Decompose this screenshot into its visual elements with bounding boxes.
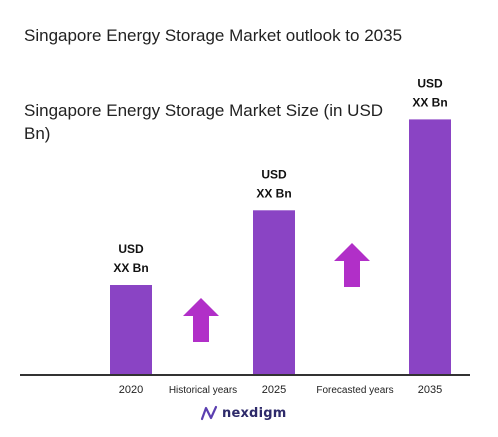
forecast-growth-arrow-icon — [334, 243, 370, 287]
nexdigm-logo: nexdigm — [200, 402, 286, 424]
period-label-forecasted: Forecasted years — [316, 385, 393, 396]
historical-growth-arrow-icon — [183, 298, 219, 342]
data-label-2020: USD XX Bn — [113, 242, 148, 275]
period-label-historical: Historical years — [169, 385, 237, 396]
logo-text: nexdigm — [222, 405, 287, 421]
nexdigm-logo-icon — [200, 405, 218, 421]
bar-2025 — [253, 210, 295, 375]
x-tick-label-2020: 2020 — [119, 384, 143, 396]
bar-2035 — [409, 119, 451, 376]
page-title: Singapore Energy Storage Market outlook … — [24, 26, 403, 45]
data-label-2025: USD XX Bn — [256, 167, 291, 200]
x-tick-label-2035: 2035 — [418, 384, 442, 396]
chart-title: Singapore Energy Storage Market Size (in… — [24, 101, 384, 143]
data-label-2035: USD XX Bn — [412, 76, 447, 109]
x-tick-label-2025: 2025 — [262, 384, 286, 396]
bar-2020 — [110, 285, 152, 375]
